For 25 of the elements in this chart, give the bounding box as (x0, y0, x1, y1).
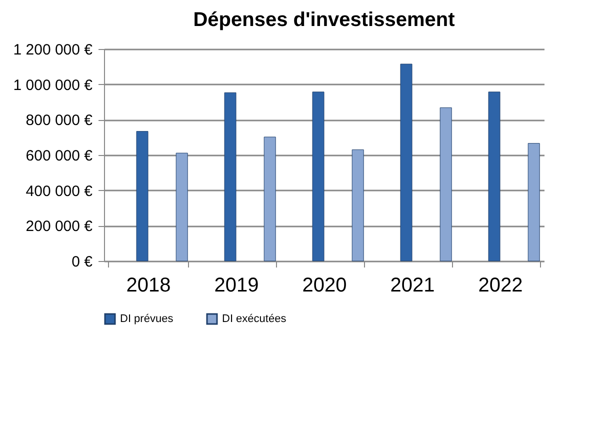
bar (136, 131, 148, 262)
bar (352, 149, 364, 262)
x-tick-label: 2018 (126, 274, 171, 296)
legend-label: DI prévues (120, 313, 174, 325)
bar (176, 152, 188, 262)
y-tick-label: 1 000 000 € (13, 76, 94, 94)
y-tick-label: 800 000 € (26, 112, 94, 130)
chart-title: Dépenses d'investissement (193, 9, 456, 31)
x-tick-label: 2021 (390, 274, 435, 296)
bar (400, 64, 412, 262)
bar (264, 136, 276, 262)
bar (440, 107, 452, 262)
x-tick-label: 2020 (302, 274, 347, 296)
bar (224, 92, 236, 262)
bar (528, 143, 540, 262)
y-tick-label: 600 000 € (26, 148, 94, 164)
y-tick-label: 1 200 000 € (13, 42, 94, 58)
y-tick-label: 0 € (72, 254, 94, 270)
bar (488, 92, 500, 262)
y-tick-label: 400 000 € (26, 182, 94, 200)
bar (312, 92, 324, 262)
y-tick-label: 200 000 € (26, 218, 94, 236)
legend-label: DI exécutées (222, 313, 287, 325)
x-tick-label: 2019 (214, 274, 259, 296)
x-tick-label: 2022 (478, 274, 523, 296)
